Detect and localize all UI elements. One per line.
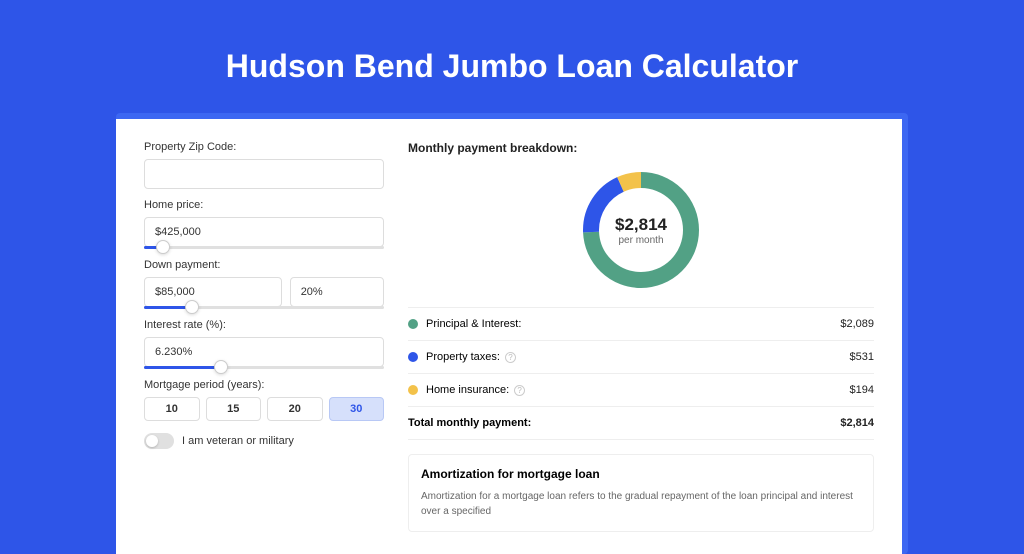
home-price-field: Home price: xyxy=(144,199,384,249)
amortization-section: Amortization for mortgage loan Amortizat… xyxy=(408,454,874,532)
donut-amount: $2,814 xyxy=(615,215,667,235)
amortization-title: Amortization for mortgage loan xyxy=(421,467,861,481)
period-button-20[interactable]: 20 xyxy=(267,397,323,421)
legend-dot-icon xyxy=(408,385,418,395)
calculator-card: Property Zip Code: Home price: Down paym… xyxy=(116,119,902,554)
interest-field: Interest rate (%): xyxy=(144,319,384,369)
down-payment-label: Down payment: xyxy=(144,259,384,271)
breakdown-rows: Principal & Interest:$2,089Property taxe… xyxy=(408,307,874,440)
legend-dot-icon xyxy=(408,352,418,362)
zip-field: Property Zip Code: xyxy=(144,141,384,189)
info-icon[interactable]: ? xyxy=(505,352,516,363)
breakdown-label: Property taxes:? xyxy=(426,351,850,363)
breakdown-label: Home insurance:? xyxy=(426,384,850,396)
interest-slider[interactable] xyxy=(144,366,384,369)
donut-sub: per month xyxy=(618,235,663,246)
interest-input[interactable] xyxy=(144,337,384,367)
zip-label: Property Zip Code: xyxy=(144,141,384,153)
breakdown-title: Monthly payment breakdown: xyxy=(408,141,874,155)
breakdown-row: Principal & Interest:$2,089 xyxy=(408,308,874,341)
inputs-column: Property Zip Code: Home price: Down paym… xyxy=(144,141,384,532)
home-price-label: Home price: xyxy=(144,199,384,211)
period-button-30[interactable]: 30 xyxy=(329,397,385,421)
breakdown-total-row: Total monthly payment:$2,814 xyxy=(408,407,874,440)
calculator-frame: Property Zip Code: Home price: Down paym… xyxy=(116,113,908,554)
results-column: Monthly payment breakdown: $2,814 per mo… xyxy=(408,141,874,532)
total-value: $2,814 xyxy=(840,417,874,429)
info-icon[interactable]: ? xyxy=(514,385,525,396)
period-field: Mortgage period (years): 10152030 xyxy=(144,379,384,421)
breakdown-value: $2,089 xyxy=(840,318,874,330)
breakdown-row: Home insurance:?$194 xyxy=(408,374,874,407)
down-payment-input[interactable] xyxy=(144,277,282,307)
veteran-row: I am veteran or military xyxy=(144,433,384,449)
legend-dot-icon xyxy=(408,319,418,329)
period-button-10[interactable]: 10 xyxy=(144,397,200,421)
down-payment-field: Down payment: xyxy=(144,259,384,309)
period-button-15[interactable]: 15 xyxy=(206,397,262,421)
home-price-input[interactable] xyxy=(144,217,384,247)
breakdown-value: $531 xyxy=(850,351,874,363)
down-payment-pct-input[interactable] xyxy=(290,277,384,307)
breakdown-value: $194 xyxy=(850,384,874,396)
home-price-slider[interactable] xyxy=(144,246,384,249)
total-label: Total monthly payment: xyxy=(408,417,840,429)
breakdown-row: Property taxes:?$531 xyxy=(408,341,874,374)
breakdown-label: Principal & Interest: xyxy=(426,318,840,330)
amortization-text: Amortization for a mortgage loan refers … xyxy=(421,489,861,519)
zip-input[interactable] xyxy=(144,159,384,189)
period-label: Mortgage period (years): xyxy=(144,379,384,391)
donut-chart: $2,814 per month xyxy=(582,171,700,289)
interest-label: Interest rate (%): xyxy=(144,319,384,331)
donut-chart-wrap: $2,814 per month xyxy=(408,159,874,307)
down-payment-slider[interactable] xyxy=(144,306,384,309)
page-title: Hudson Bend Jumbo Loan Calculator xyxy=(0,0,1024,113)
veteran-label: I am veteran or military xyxy=(182,435,294,447)
veteran-toggle[interactable] xyxy=(144,433,174,449)
donut-center: $2,814 per month xyxy=(582,171,700,289)
